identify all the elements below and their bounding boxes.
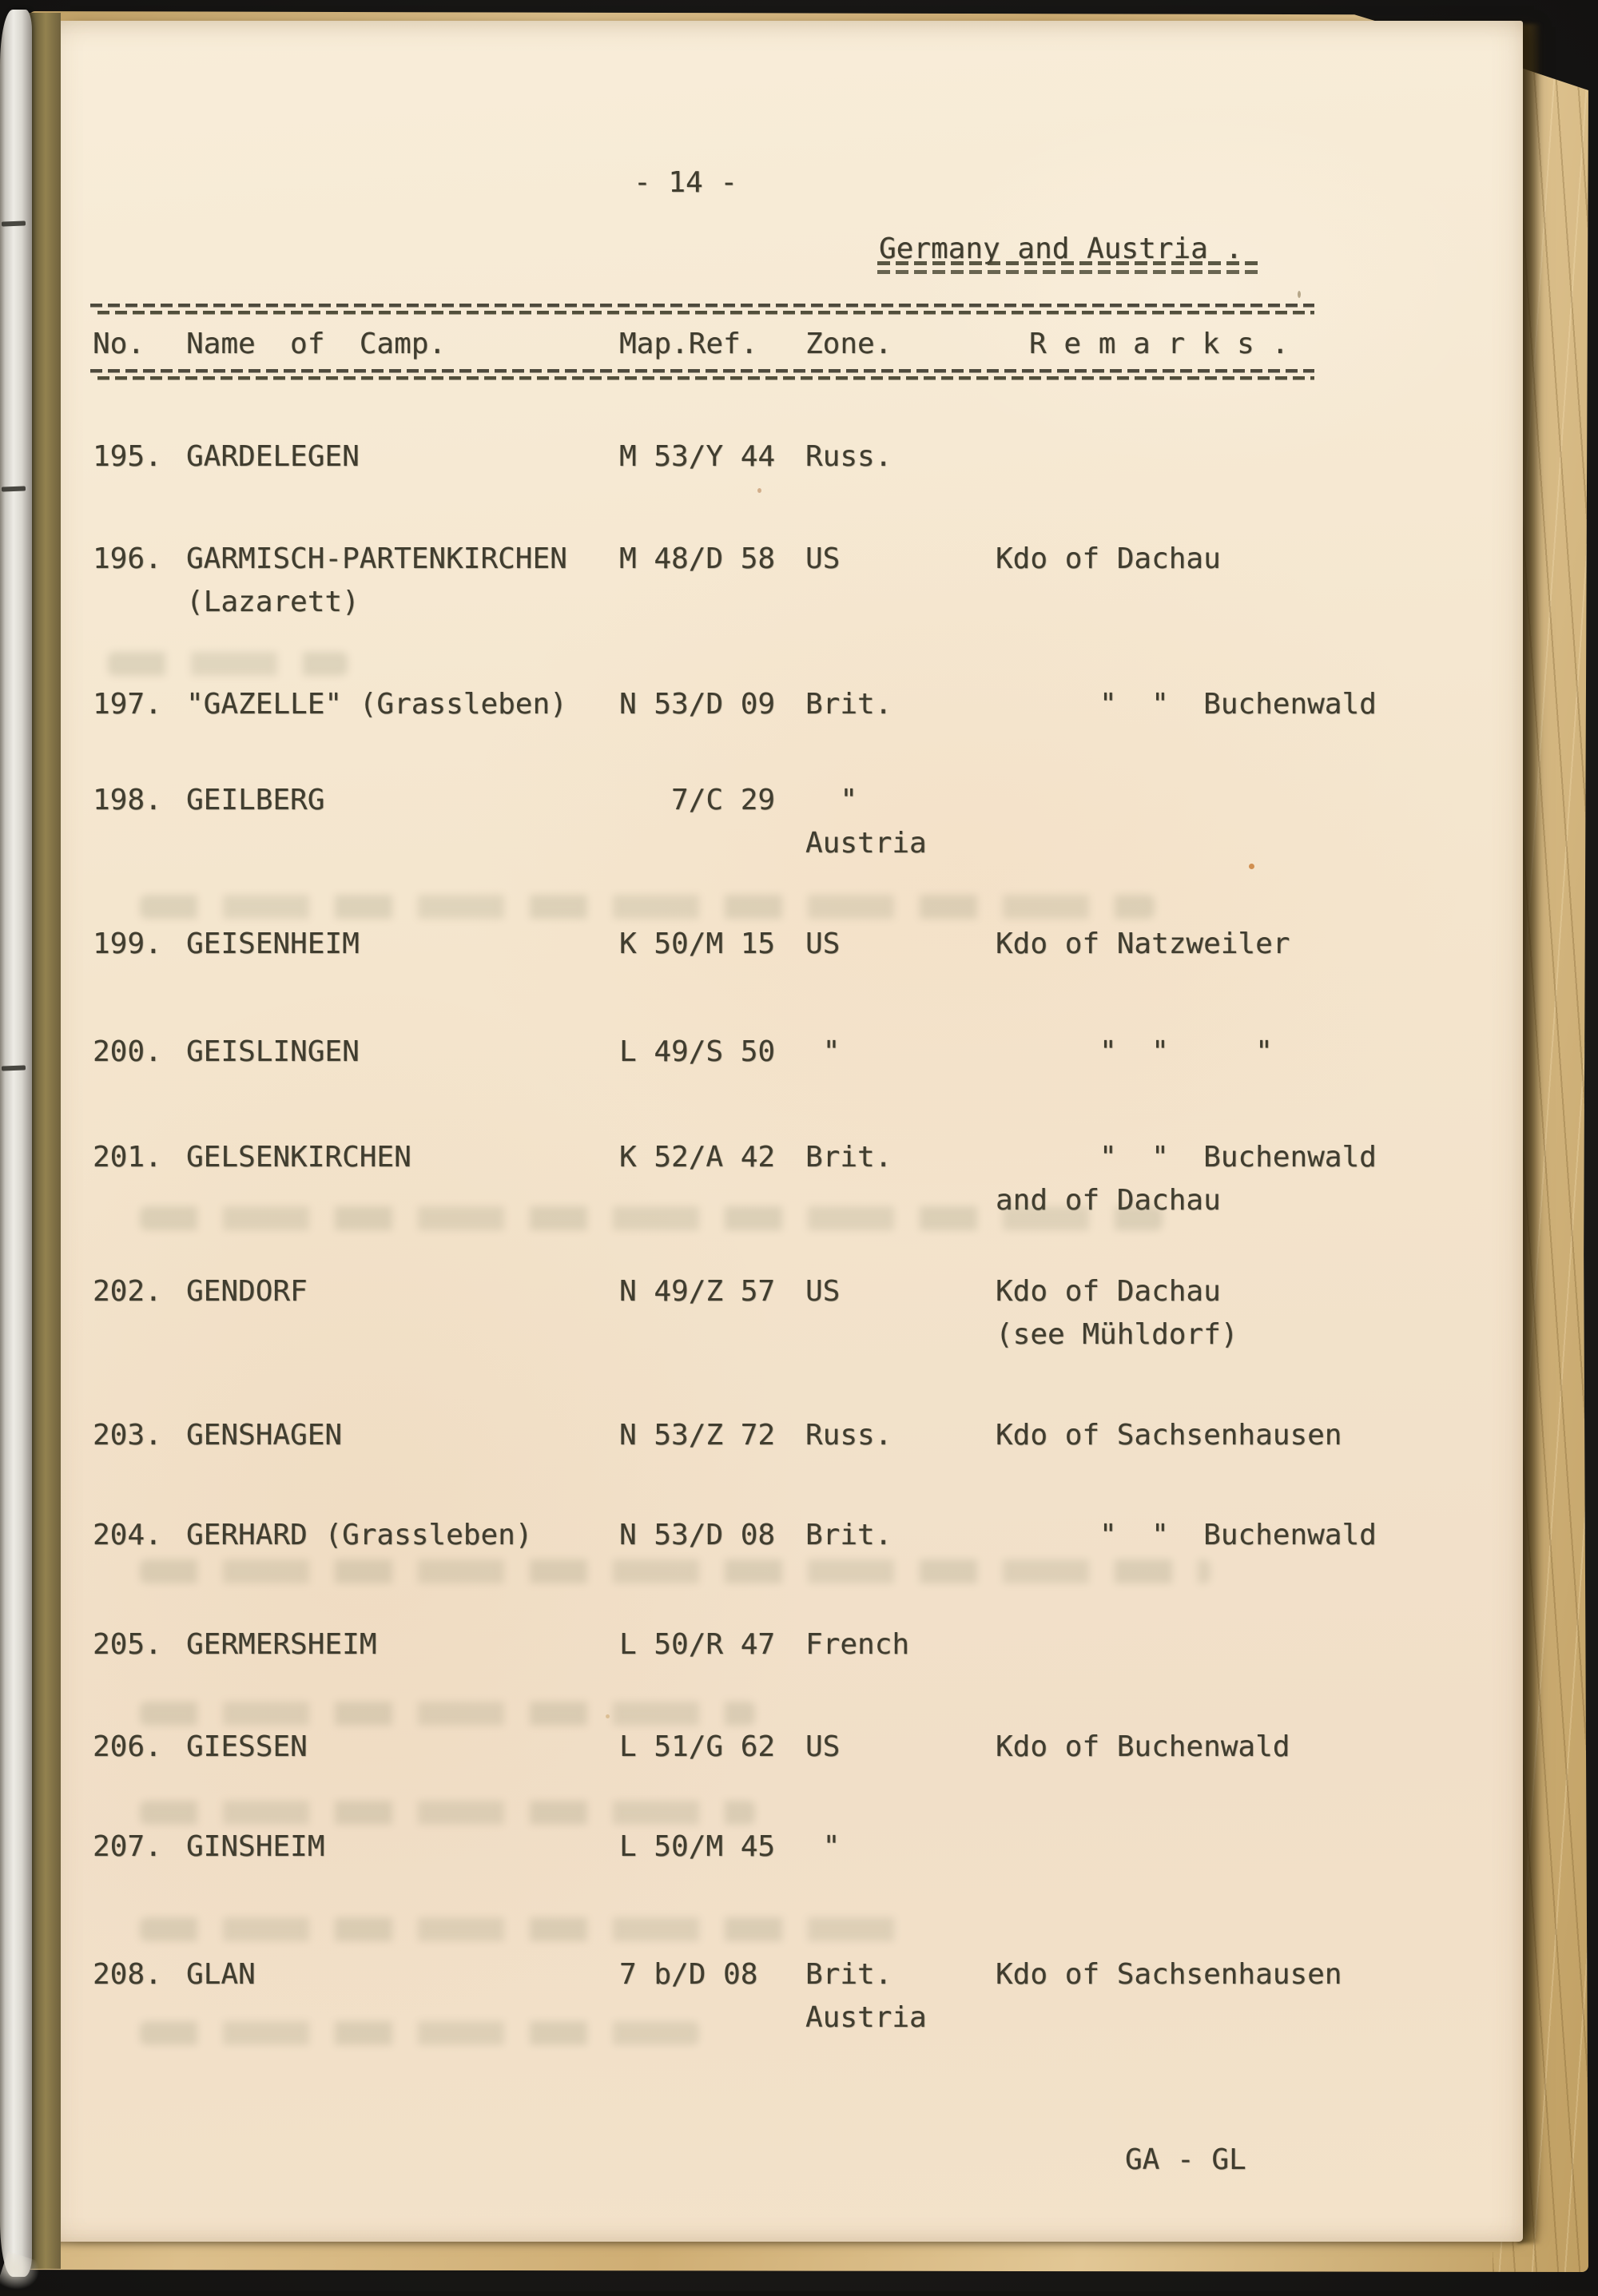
cell-remarks: " " Buchenwald [996,1519,1377,1551]
ghost-text-bar [140,1917,899,1941]
paper-speck [1249,864,1254,869]
spine-mark [1,486,26,492]
cell-remarks: Kdo of Sachsenhausen [996,1958,1342,1991]
page-number: - 14 - [634,166,738,199]
column-header-map-ref: Map.Ref. [619,328,758,360]
cell-map-ref: L 50/M 45 [619,1830,776,1863]
spine-mark [1,1065,26,1071]
binding-gutter [27,13,61,2269]
ghost-text-bar [140,895,1155,919]
paper-speck [757,488,761,493]
heading-underline [877,261,1259,265]
cell-no: 207. [93,1830,162,1863]
ghost-text-bar [140,1559,1210,1583]
cell-zone: " Austria [805,784,927,860]
cell-name: GARDELEGEN [186,440,360,473]
cell-name: GINSHEIM [186,1830,325,1863]
heading-underline [877,270,1259,274]
cell-remarks: " " Buchenwald [996,688,1377,721]
column-header-zone: Zone. [805,328,892,360]
spine-mark [1,220,26,227]
cell-map-ref: L 49/S 50 [619,1035,776,1068]
cell-name: GLAN [186,1958,256,1991]
cell-map-ref: L 51/G 62 [619,1730,776,1763]
cell-name: GENDORF [186,1275,308,1308]
cell-zone: US [805,542,841,575]
cell-name: GERMERSHEIM [186,1628,377,1661]
cell-zone: US [805,1275,841,1308]
column-header-remarks: R e m a r k s . [1029,328,1290,360]
cell-name: "GAZELLE" (Grassleben) [186,688,567,721]
cell-remarks: " " Buchenwald and of Dachau [996,1141,1377,1217]
table-rule-bottom [90,369,1314,380]
cell-name: GENSHAGEN [186,1419,343,1452]
paper-speck [1298,291,1301,298]
ghost-text-bar [108,652,348,676]
cell-no: 199. [93,928,162,960]
cell-zone: Russ. [805,440,892,473]
cell-zone: Russ. [805,1419,892,1452]
cell-no: 197. [93,688,162,721]
cell-map-ref: N 53/D 08 [619,1519,776,1551]
table-rule-top [90,304,1314,315]
cell-no: 205. [93,1628,162,1661]
cell-zone: Brit. [805,1141,892,1174]
cell-zone: French [805,1628,910,1661]
cell-no: 208. [93,1958,162,1991]
cell-remarks: Kdo of Sachsenhausen [996,1419,1342,1452]
ghost-text-bar [140,2021,699,2045]
cell-map-ref: 7/C 29 [619,784,776,816]
cell-remarks: Kdo of Dachau (see Mühldorf) [996,1275,1238,1351]
ghost-text-bar [140,1702,755,1726]
cell-name: GIESSEN [186,1730,308,1763]
cell-zone: Brit. [805,688,892,721]
cell-map-ref: N 49/Z 57 [619,1275,776,1308]
cell-no: 204. [93,1519,162,1551]
section-heading: Germany and Austria . [879,232,1243,265]
cell-name: GEILBERG [186,784,325,816]
cell-no: 206. [93,1730,162,1763]
cell-no: 198. [93,784,162,816]
cell-no: 203. [93,1419,162,1452]
cell-remarks: " " " [996,1035,1273,1068]
cell-zone: Brit. Austria [805,1958,927,2034]
cell-no: 201. [93,1141,162,1174]
cell-name: GEISLINGEN [186,1035,360,1068]
cell-map-ref: 7 b/D 08 [619,1958,758,1991]
cell-name: GEISENHEIM [186,928,360,960]
cell-no: 202. [93,1275,162,1308]
cell-remarks: Kdo of Buchenwald [996,1730,1290,1763]
paper-speck [606,1714,610,1718]
cell-map-ref: L 50/R 47 [619,1628,776,1661]
cell-map-ref: K 52/A 42 [619,1141,776,1174]
cell-map-ref: N 53/D 09 [619,688,776,721]
cell-name: GERHARD (Grassleben) [186,1519,533,1551]
cell-remarks: Kdo of Natzweiler [996,928,1290,960]
cell-remarks: Kdo of Dachau [996,542,1221,575]
cell-name: GELSENKIRCHEN [186,1141,411,1174]
cell-zone: Brit. [805,1519,892,1551]
cell-zone: US [805,1730,841,1763]
cell-map-ref: M 48/D 58 [619,542,776,575]
cell-no: 195. [93,440,162,473]
cell-map-ref: K 50/M 15 [619,928,776,960]
ghost-text-bar [140,1206,1163,1230]
curled-page-edge [0,10,43,2296]
cell-map-ref: M 53/Y 44 [619,440,776,473]
cell-no: 196. [93,542,162,575]
ghost-text-bar [140,1801,755,1825]
footer-index: GA - GL [1125,2143,1246,2176]
cell-zone: " [805,1035,841,1068]
cell-no: 200. [93,1035,162,1068]
document-page: - 14 - Germany and Austria . No. Name of… [46,21,1523,2242]
column-header-name: Name of Camp. [186,328,447,360]
cell-map-ref: N 53/Z 72 [619,1419,776,1452]
cell-zone: " [805,1830,841,1863]
column-header-no: No. [93,328,145,360]
cell-zone: US [805,928,841,960]
cell-name: GARMISCH-PARTENKIRCHEN (Lazarett) [186,542,567,618]
